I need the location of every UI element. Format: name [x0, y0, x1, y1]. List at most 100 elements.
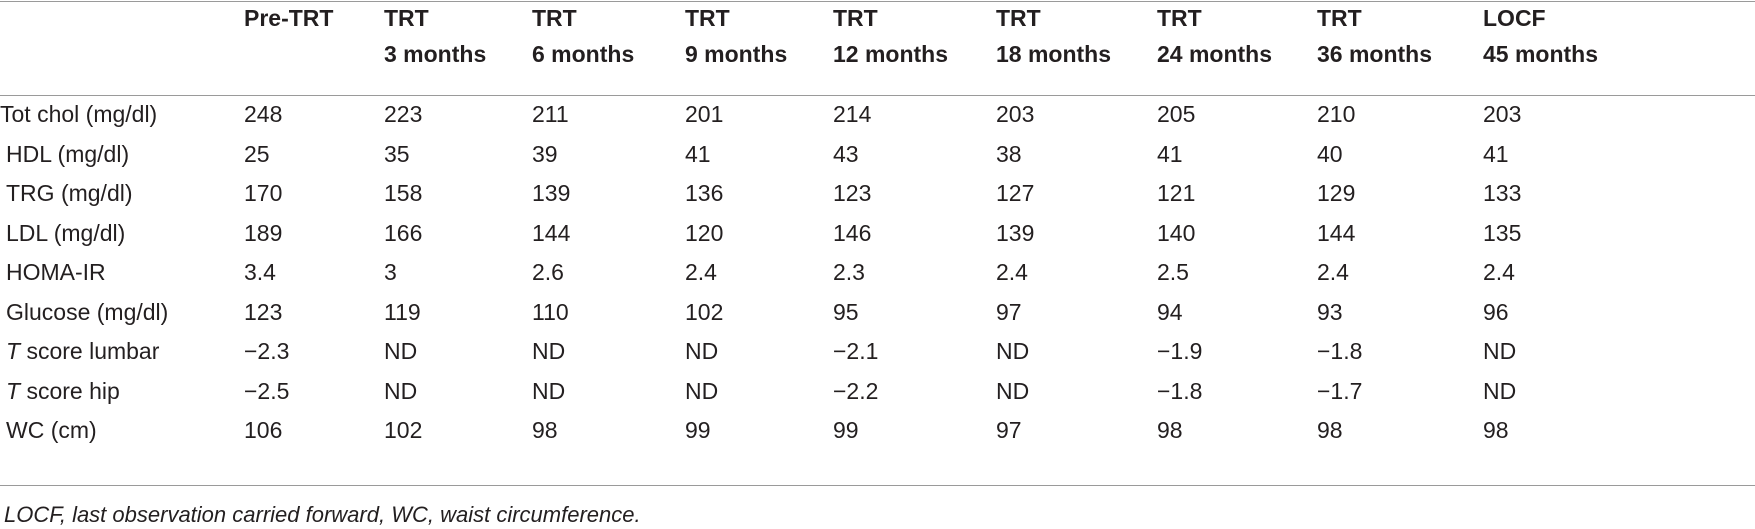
table-cell: 139 [532, 180, 571, 206]
table-row: Tot chol (mg/dl) 248 223 211 201 214 203 205 210… [0, 95, 1755, 135]
table-cell: 166 [384, 219, 423, 246]
table-cell: 205 [1157, 101, 1196, 127]
row-label-text: HOMA-IR [6, 259, 106, 285]
table-cell: −2.5 [244, 377, 290, 404]
row-label-text: LDL (mg/dl) [6, 219, 126, 246]
table-cell: 223 [384, 101, 423, 127]
table-cell: 39 [532, 140, 558, 167]
table-cell: 210 [1317, 101, 1356, 127]
header-line-2: 18 months [996, 41, 1112, 67]
data-table: Pre-TRT TRT 3 months TRT 6 months TRT 9 months… [0, 0, 1755, 451]
header-cell: TRT 9 months [685, 0, 833, 95]
table-cell: 97 [996, 417, 1022, 443]
table-cell: 133 [1483, 180, 1522, 206]
table-row: T score lumbar −2.3 ND ND ND −2.1 ND −1.9 −1.8 ND [0, 332, 1755, 372]
table-cell: 127 [996, 180, 1035, 206]
table-cell: 119 [384, 298, 421, 325]
table-cell: 170 [244, 180, 283, 206]
table-cell: 129 [1317, 180, 1356, 206]
row-label: LDL (mg/dl) [0, 214, 244, 254]
table-cell: 158 [384, 180, 423, 206]
header-line-1: TRT [996, 5, 1041, 31]
header-cell: Pre-TRT [244, 0, 384, 95]
table-cell: 94 [1157, 298, 1183, 325]
row-label-prefix: T [6, 338, 21, 364]
table-cell: 139 [996, 219, 1035, 246]
table-header-rule [0, 95, 1755, 96]
table-cell: 43 [833, 140, 859, 167]
header-line-2: 24 months [1157, 41, 1273, 67]
table-cell: 214 [833, 101, 872, 127]
table-row: T score hip −2.5 ND ND ND −2.2 ND −1.8 −1.7 ND [0, 372, 1755, 412]
row-label: Glucose (mg/dl) [0, 293, 244, 333]
header-cell: TRT 36 months [1317, 0, 1483, 95]
table-cell: ND [685, 338, 719, 364]
table-cell: 3 [384, 259, 397, 285]
table-cell: −1.8 [1157, 377, 1203, 404]
table-cell: 98 [1317, 417, 1343, 443]
header-line-1: TRT [1317, 5, 1362, 31]
table-cell: 98 [1157, 417, 1183, 443]
table-cell: 98 [532, 417, 558, 443]
table-cell: 2.4 [996, 259, 1028, 285]
table-footnote: LOCF, last observation carried forward, … [4, 502, 641, 527]
table-cell: −2.2 [833, 377, 879, 404]
table-row: TRG (mg/dl) 170 158 139 136 123 127 121 129 133 [0, 174, 1755, 214]
row-label-text: Glucose (mg/dl) [6, 298, 169, 325]
table-cell: 203 [996, 101, 1035, 127]
table-cell: 25 [244, 140, 270, 167]
table-cell: −1.9 [1157, 338, 1203, 364]
table-cell: −1.7 [1317, 377, 1363, 404]
table-cell: 140 [1157, 219, 1196, 246]
table-cell: 40 [1317, 140, 1343, 167]
table-cell: 110 [532, 298, 569, 325]
header-line-1: TRT [384, 5, 429, 31]
header-line-2: 36 months [1317, 41, 1433, 67]
header-line-1: TRT [833, 5, 878, 31]
table-cell: 102 [384, 417, 423, 443]
row-label: HDL (mg/dl) [0, 135, 244, 175]
header-line-1: TRT [1157, 5, 1202, 31]
table-cell: 2.3 [833, 259, 865, 285]
header-line-1: LOCF [1483, 5, 1546, 31]
table-cell: ND [384, 338, 418, 364]
header-cell-label [0, 0, 244, 95]
header-line-2: 3 months [384, 41, 487, 67]
table-cell: ND [1483, 338, 1517, 364]
table-cell: 38 [996, 140, 1022, 167]
header-cell: TRT 12 months [833, 0, 996, 95]
table-cell: ND [532, 377, 566, 404]
table-cell: 41 [1483, 140, 1509, 167]
row-label-text: TRG (mg/dl) [6, 180, 133, 206]
header-line-1: TRT [685, 5, 730, 31]
table-cell: ND [685, 377, 719, 404]
row-label-text: Tot chol (mg/dl) [0, 101, 158, 127]
row-label-text: WC (cm) [6, 417, 97, 443]
table-cell: ND [996, 377, 1030, 404]
table-cell: ND [384, 377, 418, 404]
header-line-2: 12 months [833, 41, 949, 67]
table-cell: 2.6 [532, 259, 564, 285]
table-row: HDL (mg/dl) 25 35 39 41 43 38 41 40 41 [0, 135, 1755, 175]
table-row: Glucose (mg/dl) 123 119 110 102 95 97 94 93 96 [0, 293, 1755, 333]
table-bottom-rule [0, 485, 1755, 486]
table-top-rule [0, 1, 1755, 2]
table-cell: 2.5 [1157, 259, 1189, 285]
table-cell: 144 [1317, 219, 1356, 246]
table-cell: 41 [1157, 140, 1183, 167]
table-cell: 3.4 [244, 259, 276, 285]
table-cell: 96 [1483, 298, 1509, 325]
table-cell: 2.4 [1483, 259, 1515, 285]
table-cell: ND [532, 338, 566, 364]
table-cell: 98 [1483, 417, 1509, 443]
row-label: WC (cm) [0, 411, 244, 451]
table-cell: 248 [244, 101, 283, 127]
row-label: HOMA-IR [0, 253, 244, 293]
row-label-text: HDL (mg/dl) [6, 140, 130, 167]
table-cell: 120 [685, 219, 724, 246]
header-cell: TRT 6 months [532, 0, 685, 95]
table-cell: −2.3 [244, 338, 290, 364]
table-cell: 121 [1157, 180, 1196, 206]
table-cell: −2.1 [833, 338, 879, 364]
table-cell: 102 [685, 298, 724, 325]
